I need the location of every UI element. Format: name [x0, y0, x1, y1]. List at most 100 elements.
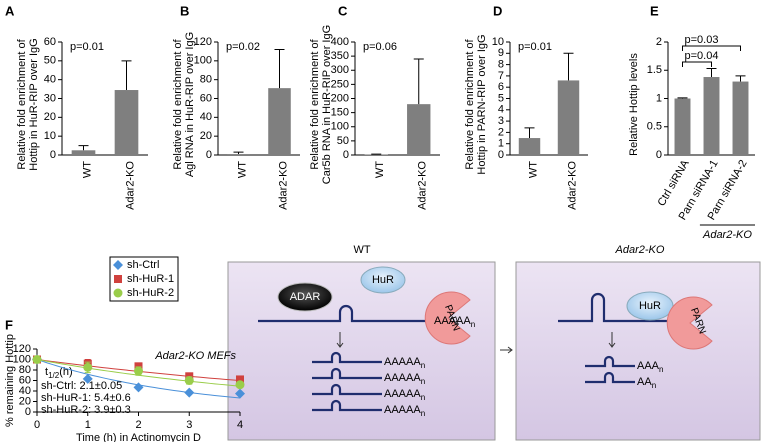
arrow-head — [507, 346, 513, 354]
y-tick-label: 300 — [331, 64, 349, 76]
x-tick-label: Adar2-KO — [417, 161, 429, 210]
label: HuR — [372, 274, 394, 286]
panel-title: WT — [353, 244, 370, 256]
marker — [133, 382, 144, 393]
bracket — [682, 45, 741, 51]
rna — [312, 351, 382, 364]
rna — [312, 383, 382, 396]
y-tick-label: 0 — [656, 149, 662, 161]
x-tick-label: WT — [236, 161, 248, 178]
error-bar — [735, 75, 746, 82]
panel-label: F — [5, 317, 13, 332]
rna — [558, 292, 670, 323]
bar — [227, 154, 250, 155]
x-tick-label: Adar2-KO — [566, 161, 578, 210]
y-axis-label: Hottip in HuR-RIP over IgG — [28, 38, 40, 170]
marker — [235, 380, 245, 390]
x-tick-label: 2 — [135, 419, 141, 431]
y-tick-label: 2 — [498, 126, 504, 138]
y-tick-label: 0 — [50, 149, 56, 161]
marker — [184, 387, 195, 398]
group-label: Adar2-KO — [702, 229, 752, 241]
parn — [424, 291, 471, 345]
marker — [82, 373, 93, 384]
y-tick-label: 3 — [498, 115, 504, 127]
x-tick-label: WT — [374, 161, 386, 178]
x-tick-label: 3 — [186, 419, 192, 431]
rna — [258, 304, 432, 323]
error-bar — [524, 127, 535, 139]
bar — [674, 98, 691, 155]
y-axis-label: Relative fold enrichment of — [172, 38, 184, 169]
annotation: p=0.06 — [363, 41, 397, 53]
y-tick-label: 100 — [13, 353, 31, 365]
bar — [557, 80, 580, 155]
y-tick-label: 0 — [343, 149, 349, 161]
y-tick-label: 120 — [13, 343, 31, 355]
error-bar — [233, 151, 244, 155]
marker — [83, 362, 93, 372]
rna — [585, 355, 635, 368]
hur — [360, 266, 406, 294]
x-axis-label: Time (h) in Actinomycin D — [76, 432, 201, 442]
error-bar — [413, 58, 424, 105]
annotation: p=0.03 — [685, 34, 719, 46]
y-tick-label: 80 — [200, 74, 212, 86]
panel-label: E — [650, 3, 659, 18]
panel-box — [515, 261, 761, 441]
marker — [235, 388, 245, 399]
annotation: p=0.02 — [226, 41, 260, 53]
marker — [184, 376, 194, 385]
error-bar — [706, 68, 717, 78]
x-tick-label: WT — [81, 161, 93, 178]
y-tick-label: 60 — [44, 36, 56, 48]
marker — [32, 355, 42, 364]
panel-label: B — [180, 3, 189, 18]
x-tick-label: 4 — [237, 419, 243, 431]
y-tick-label: 100 — [331, 121, 349, 133]
y-tick-label: 200 — [331, 92, 349, 104]
marker — [114, 275, 122, 283]
x-tick-label: Adar2-KO — [277, 161, 289, 210]
parn — [666, 296, 713, 350]
panel-title: Adar2-KO — [615, 244, 665, 256]
y-axis-label: Relative fold enrichment of — [309, 38, 321, 169]
rna — [312, 367, 382, 380]
panel-box — [227, 261, 496, 441]
y-tick-label: 350 — [331, 50, 349, 62]
label: ADAR — [290, 291, 321, 303]
y-tick-label: 60 — [19, 374, 31, 386]
x-tick-label: 1 — [85, 419, 91, 431]
y-tick-label: 150 — [331, 107, 349, 119]
bar — [364, 154, 388, 155]
y-axis-label: Relative fold enrichment of — [16, 38, 28, 169]
y-tick-label: 0 — [498, 149, 504, 161]
error-bar — [121, 60, 132, 91]
y-tick-label: 20 — [44, 111, 56, 123]
marker — [113, 288, 123, 298]
annotation: p=0.04 — [685, 50, 719, 62]
y-tick-label: 2 — [656, 36, 662, 48]
annotation: p=0.01 — [518, 41, 552, 53]
y-axis-label: Car5b RNA in HuR-RIP over IgG — [321, 25, 333, 184]
y-tick-label: 50 — [44, 55, 56, 67]
y-tick-label: 80 — [19, 364, 31, 376]
tail: AAAn — [637, 360, 663, 374]
tail: AAAAAn — [384, 372, 425, 386]
y-axis-label: Relative fold enrichment of — [464, 38, 476, 169]
y-tick-label: 0 — [206, 149, 212, 161]
bracket — [682, 61, 712, 67]
y-tick-label: 250 — [331, 78, 349, 90]
y-tick-label: 4 — [498, 104, 504, 116]
y-tick-label: 20 — [200, 130, 212, 142]
bar — [407, 104, 431, 155]
y-axis-label: Relative Hottip levels — [628, 53, 640, 156]
x-tick-label: 0 — [34, 419, 40, 431]
panel-label: A — [5, 3, 15, 18]
y-tick-label: 8 — [498, 59, 504, 71]
bar — [703, 77, 720, 155]
x-tick-label: Adar2-KO — [124, 161, 136, 210]
bar — [518, 138, 541, 155]
bar — [114, 90, 139, 155]
